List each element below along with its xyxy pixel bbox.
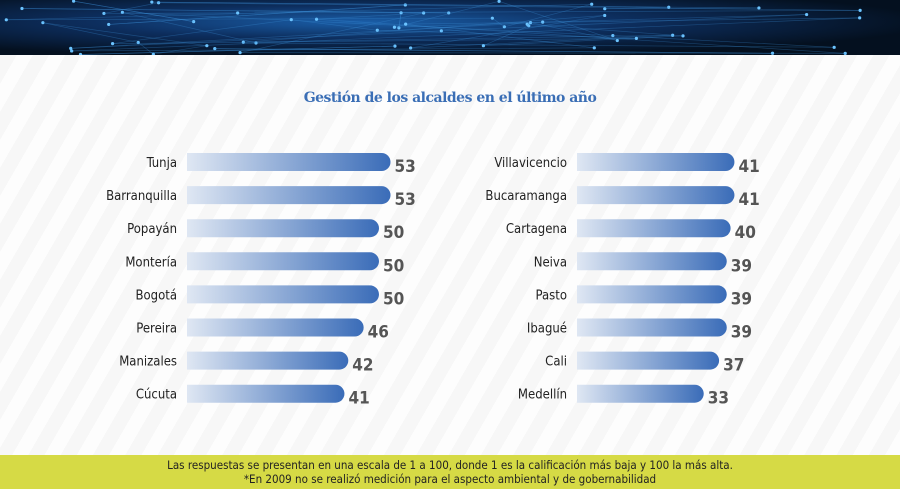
footnote-line-1: Las respuestas se presentan en una escal… (167, 458, 733, 472)
value-label: 42 (352, 356, 373, 376)
bar (577, 252, 727, 271)
chart-title: Gestión de los alcaldes en el último año (303, 90, 597, 106)
value-label: 50 (383, 289, 404, 309)
value-label: 46 (368, 323, 389, 343)
value-label: 39 (731, 323, 752, 343)
footnote-line-2: *En 2009 no se realizó medición para el … (243, 472, 657, 486)
value-label: 50 (383, 256, 404, 276)
value-label: 41 (738, 190, 759, 210)
value-label: 39 (731, 289, 752, 309)
category-label: Ibagué (527, 322, 567, 337)
value-label: 40 (735, 223, 756, 243)
category-label: Cúcuta (136, 388, 177, 403)
bar (577, 285, 727, 304)
category-label: Medellín (518, 388, 567, 403)
bar (187, 153, 391, 171)
bar (577, 153, 735, 171)
category-label: Cartagena (506, 222, 567, 237)
bar (577, 384, 704, 403)
bar (577, 219, 731, 238)
category-label: Bogotá (135, 288, 177, 303)
value-label: 53 (395, 190, 416, 210)
category-label: Pereira (136, 322, 177, 337)
bar (577, 351, 720, 370)
category-label: Neiva (534, 255, 567, 270)
value-label: 53 (395, 157, 416, 177)
network-pattern (4, 0, 862, 55)
bar (187, 384, 345, 403)
category-label: Tunja (146, 156, 177, 171)
footnote: Las respuestas se presentan en una escal… (0, 455, 900, 489)
value-label: 37 (723, 356, 744, 376)
category-label: Popayán (127, 222, 177, 237)
bar (187, 186, 391, 205)
value-label: 41 (738, 157, 759, 177)
category-label: Villavicencio (494, 156, 567, 171)
value-label: 41 (348, 389, 369, 409)
category-label: Bucaramanga (485, 189, 567, 204)
bar (187, 285, 379, 304)
value-label: 50 (383, 223, 404, 243)
bar (187, 318, 364, 337)
bar (577, 186, 735, 205)
category-label: Barranquilla (106, 189, 177, 204)
value-label: 39 (731, 256, 752, 276)
category-label: Cali (545, 355, 567, 370)
bar (187, 219, 379, 238)
category-label: Montería (125, 255, 177, 270)
header-banner-image (0, 0, 900, 55)
bar (577, 318, 727, 337)
category-label: Manizales (119, 355, 177, 370)
bar (187, 351, 349, 370)
category-label: Pasto (536, 288, 567, 303)
bar (187, 252, 379, 271)
value-label: 33 (708, 389, 729, 409)
